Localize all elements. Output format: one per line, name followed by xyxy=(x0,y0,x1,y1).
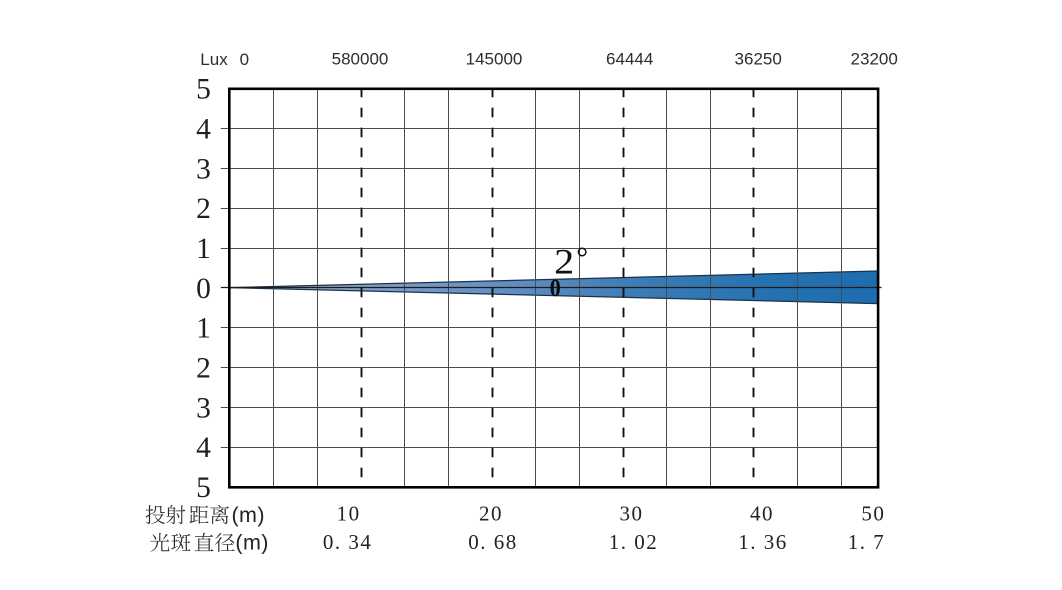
svg-text:1: 1 xyxy=(196,233,211,265)
svg-text:23200: 23200 xyxy=(851,50,898,69)
svg-text:(m): (m) xyxy=(235,531,268,555)
svg-text:50: 50 xyxy=(861,502,885,526)
svg-text:0: 0 xyxy=(240,50,249,69)
svg-text:30: 30 xyxy=(620,502,644,526)
svg-text:1: 1 xyxy=(196,313,211,345)
svg-text:10: 10 xyxy=(337,502,361,526)
svg-text:2: 2 xyxy=(196,193,211,225)
svg-text:°: ° xyxy=(576,243,588,275)
svg-text:Lux: Lux xyxy=(200,50,228,69)
svg-text:3: 3 xyxy=(196,392,211,424)
svg-text:5: 5 xyxy=(196,74,211,106)
svg-text:2: 2 xyxy=(554,243,574,282)
svg-text:580000: 580000 xyxy=(332,50,389,69)
svg-text:0: 0 xyxy=(550,275,561,303)
svg-text:0. 68: 0. 68 xyxy=(468,530,518,554)
svg-text:64444: 64444 xyxy=(606,50,653,69)
svg-text:20: 20 xyxy=(479,502,503,526)
svg-text:0: 0 xyxy=(196,273,211,305)
svg-text:1. 7: 1. 7 xyxy=(848,530,886,554)
svg-text:2: 2 xyxy=(196,353,211,385)
svg-text:1. 02: 1. 02 xyxy=(609,530,659,554)
svg-text:1. 36: 1. 36 xyxy=(738,530,788,554)
svg-text:0. 34: 0. 34 xyxy=(323,530,373,554)
svg-text:4: 4 xyxy=(196,114,211,146)
svg-text:145000: 145000 xyxy=(466,50,523,69)
svg-text:5: 5 xyxy=(196,472,211,504)
svg-text:36250: 36250 xyxy=(735,50,782,69)
svg-text:4: 4 xyxy=(196,432,211,464)
svg-text:3: 3 xyxy=(196,153,211,185)
svg-text:40: 40 xyxy=(750,502,774,526)
svg-text:(m): (m) xyxy=(232,503,265,527)
